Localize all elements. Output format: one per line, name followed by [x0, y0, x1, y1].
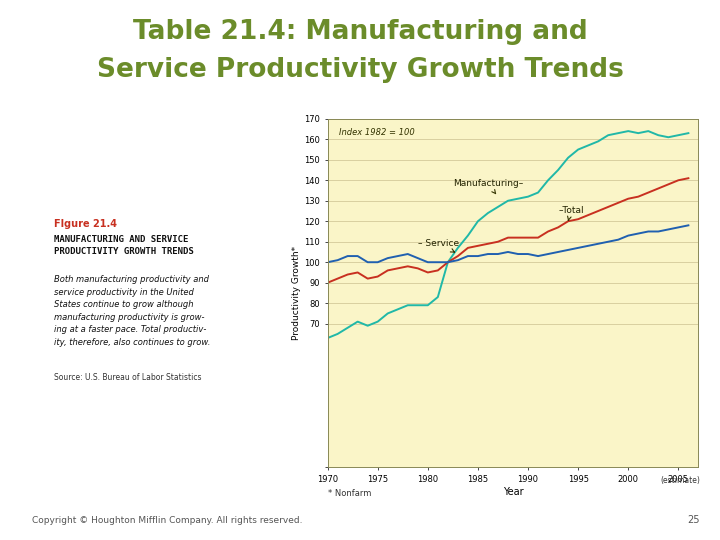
Circle shape	[39, 476, 55, 490]
Text: Both manufacturing productivity and
service productivity in the United
States co: Both manufacturing productivity and serv…	[54, 275, 210, 347]
X-axis label: Year: Year	[503, 487, 523, 496]
Text: Index 1982 = 100: Index 1982 = 100	[338, 127, 415, 137]
Text: * Nonfarm: * Nonfarm	[328, 489, 371, 498]
Bar	[41, 485, 53, 500]
Text: – Service: – Service	[418, 239, 459, 252]
Y-axis label: Productivity Growth*: Productivity Growth*	[292, 246, 301, 340]
Text: Service Productivity Growth Trends: Service Productivity Growth Trends	[96, 57, 624, 83]
Text: –Total: –Total	[558, 206, 584, 221]
Text: Source: U.S. Bureau of Labor Statistics: Source: U.S. Bureau of Labor Statistics	[54, 373, 202, 382]
Bar	[20, 499, 36, 503]
Text: 25: 25	[688, 515, 700, 525]
Text: (estimate): (estimate)	[660, 476, 700, 485]
Text: Table 21.4: Manufacturing and: Table 21.4: Manufacturing and	[132, 19, 588, 45]
Text: MANUFACTURING AND SERVICE
PRODUCTIVITY GROWTH TRENDS: MANUFACTURING AND SERVICE PRODUCTIVITY G…	[54, 235, 194, 256]
Bar	[39, 499, 55, 503]
Circle shape	[20, 476, 36, 490]
Text: Manufacturing–: Manufacturing–	[453, 179, 523, 194]
Text: FIgure 21.4: FIgure 21.4	[54, 219, 117, 229]
Text: Copyright © Houghton Mifflin Company. All rights reserved.: Copyright © Houghton Mifflin Company. Al…	[32, 516, 303, 525]
Bar	[22, 485, 34, 500]
